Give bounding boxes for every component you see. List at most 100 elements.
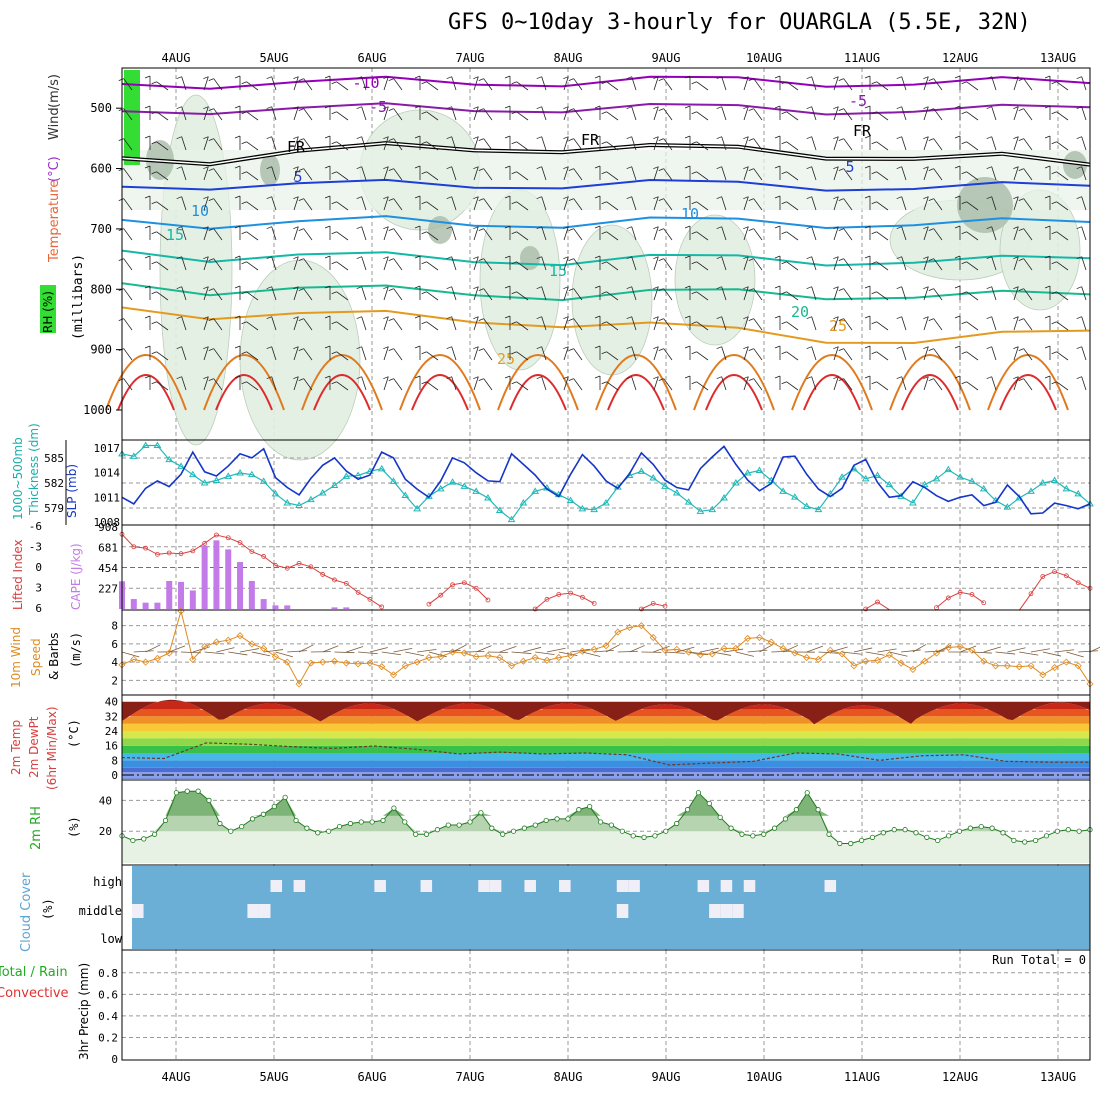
wind-barb-flag [961,291,967,295]
rh-marker [293,817,299,824]
isotherm-line [121,215,1091,230]
wind-barb-flag [414,285,421,289]
wind-barb-flag [356,196,362,200]
wind-barb-flag [954,315,961,319]
wind-barb [696,81,709,91]
wind-barb [1056,381,1069,391]
thickness-marker [1003,503,1012,510]
wind-barb [303,258,313,271]
lifted-index-line [121,533,382,608]
lifted-index-marker [178,551,184,557]
rh-legend-label: RH (%) [41,291,55,333]
isotherm-label: 20 [791,303,809,321]
middle-cloud-clear [132,904,144,918]
wind-barb [606,81,619,91]
wind-barb-flag [691,231,697,235]
temp-tick-label: 40 [105,696,118,709]
surface-wind-barb [145,644,161,653]
high-cloud-clear [270,880,283,892]
surface-wind-barb [782,644,799,653]
wind-barb-flag [954,225,961,229]
lifted-index-line [641,602,666,610]
wind-barb [743,256,749,271]
wind-speed-marker [744,634,752,642]
wind-barb-flag [748,288,754,292]
wind-barb-flag [653,286,659,290]
wind-barb-flag [298,198,304,202]
pressure-axis-label: (millibars) [71,254,86,340]
lifted-index-marker [438,592,444,598]
temp-color-band [122,723,1090,731]
wind-barb [483,138,493,151]
wind-barb-flag [871,261,877,265]
wind-barb-flag [478,318,484,322]
wind-barb [653,76,659,91]
wind-barb-flag [743,76,749,80]
wind-barb [991,76,997,91]
wind-speed-marker [567,652,575,660]
wind-barb [743,196,749,211]
wind-barb-flag [716,346,722,350]
wind-barb [156,351,169,361]
wind-barb [393,138,403,151]
wind-barb-flag [298,138,304,142]
wind-barb [786,231,799,241]
wind-barb [293,106,299,121]
wind-tick-label: 4 [111,656,118,669]
wind-barb-flag [331,381,337,385]
wind-barb [451,376,457,391]
wind-barb-flag [781,351,787,355]
wind-barb-flag [118,168,124,172]
wind-barb-flag [504,135,511,139]
wind-barb [473,196,479,211]
wind-barb-flag [511,141,517,145]
wind-barb [246,351,259,361]
wind-barb-flag [1013,166,1019,170]
rh-marker [326,828,332,834]
wind-speed-marker [496,653,504,662]
wind-barb [573,348,583,361]
wind-barb-flag [563,76,569,80]
rh-marker [641,834,647,840]
surface-wind-barb [1042,651,1062,657]
isotherm-35 [901,374,959,411]
surface-wind-barb [771,650,792,653]
wind-barb-flag [986,166,992,170]
lifted-index-marker [426,601,432,607]
wind-barb [271,76,277,91]
wind-barb [573,78,583,91]
rh-marker [260,811,266,817]
wind-barb-flag [961,351,967,355]
wind-barb [1023,378,1033,391]
wind-barb [573,228,583,241]
wind-barb [833,256,839,271]
wind-barb-flag [266,376,272,380]
thickness-marker [661,482,669,489]
wind-barb [541,286,547,301]
thickness-marker [165,455,174,463]
wind-barb [631,106,637,121]
wind-barb-flag [833,256,839,260]
wind-speed-marker [1003,662,1011,670]
wind-barb [541,76,547,91]
high-cloud-clear [697,880,710,892]
wind-barb-flag [118,78,124,82]
surface-wind-barb [676,646,695,653]
wind-barb [743,76,749,91]
wind-barb-flag [478,138,484,142]
wind-barb-flag [1018,168,1024,172]
surface-wind-barb [204,651,225,655]
wind-barb [811,286,817,301]
wind-barb-flag [954,165,961,169]
wind-barb-flag [421,321,427,325]
wind-barb-flag [203,256,209,260]
rh-marker [413,831,419,837]
lifted-index-marker [343,581,349,586]
date-label-top: 11AUG [844,51,880,65]
cape-bar [178,581,185,609]
wind-barb [721,286,727,301]
wind-barb [293,286,299,301]
wind-barb-flag [961,171,967,175]
wind-barb [876,171,889,181]
wind-barb [123,378,133,391]
